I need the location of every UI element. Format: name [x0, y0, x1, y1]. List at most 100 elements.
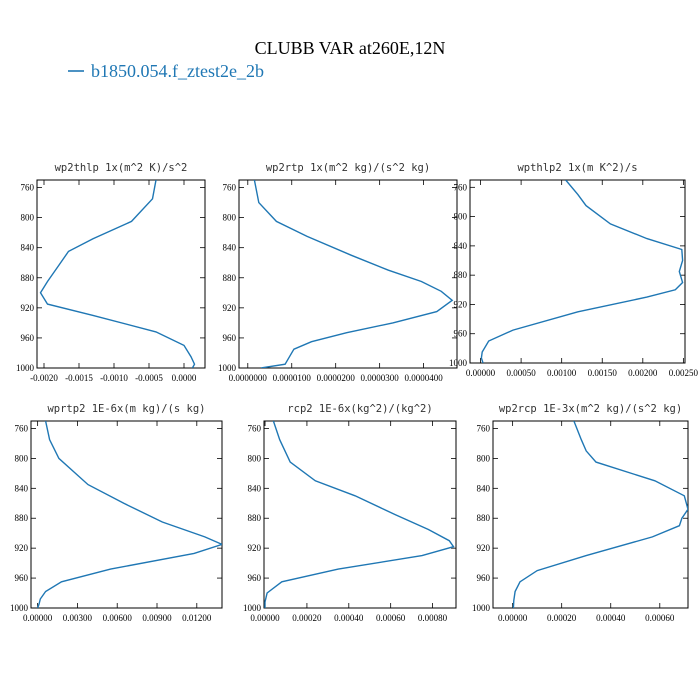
- y-tick-label: 960: [477, 573, 491, 583]
- y-tick-label: 880: [248, 513, 262, 523]
- chart-panel-4: wprtp2 1E-6x(m kg)/(s kg) 760 800 840 880 920…: [10, 403, 223, 623]
- x-tick-label: 0.00040: [334, 613, 364, 623]
- y-tick-label: 1000: [218, 363, 237, 373]
- x-tick-label: 0.00000: [466, 368, 496, 378]
- x-tick-label: -0.0015: [65, 373, 93, 383]
- x-tick-label: 0.00040: [596, 613, 626, 623]
- x-tick-label: 0.00000: [250, 613, 280, 623]
- x-tick-label: 0.00250: [669, 368, 699, 378]
- y-tick-label: 760: [454, 182, 468, 192]
- y-tick-label: 1000: [10, 603, 29, 613]
- y-tick-label: 800: [477, 453, 491, 463]
- x-tick-label: 0.00100: [547, 368, 577, 378]
- y-tick-label: 760: [15, 423, 29, 433]
- y-tick-label: 800: [15, 453, 29, 463]
- x-tick-label: 0.0000400: [404, 373, 443, 383]
- legend-label: b1850.054.f_ztest2e_2b: [91, 61, 264, 81]
- y-tick-label: 840: [15, 483, 29, 493]
- series-line-1: [480, 180, 684, 363]
- x-tick-label: 0.0000000: [229, 373, 268, 383]
- y-tick-label: 920: [454, 299, 468, 309]
- y-tick-label: 920: [223, 303, 237, 313]
- y-tick-label: 1000: [472, 603, 491, 613]
- y-tick-label: 960: [454, 329, 468, 339]
- panel-title: wp2rcp 1E-3x(m^2 kg)/(s^2 kg): [499, 403, 682, 415]
- plot-frame: [36, 179, 206, 369]
- y-tick-label: 960: [15, 573, 29, 583]
- y-tick-label: 1000: [449, 358, 468, 368]
- chart-panel-3: wpthlp2 1x(m K^2)/s 760 800 840 880 920 960 100…: [449, 162, 699, 378]
- y-tick-label: 840: [477, 483, 491, 493]
- y-tick-label: 760: [223, 183, 237, 193]
- x-tick-label: 0.00050: [506, 368, 536, 378]
- y-tick-label: 840: [248, 483, 262, 493]
- x-tick-label: 0.00080: [418, 613, 448, 623]
- y-tick-label: 960: [21, 333, 35, 343]
- y-tick-label: 880: [454, 270, 468, 280]
- plot-frame: [469, 179, 686, 364]
- chart-panels: wp2thlp 1x(m^2 K)/s^2 760 800 840 880 920 960 1…: [10, 162, 699, 623]
- x-tick-label: 0.0000300: [361, 373, 400, 383]
- panel-title: wpthlp2 1x(m K^2)/s: [517, 162, 637, 174]
- x-tick-label: 0.00000: [498, 613, 528, 623]
- plot-frame: [238, 179, 458, 369]
- plot-frame: [263, 420, 457, 609]
- plot-frame: [30, 420, 223, 609]
- series-line-1: [39, 180, 196, 368]
- panel-title: wprtp2 1E-6x(m kg)/(s kg): [47, 403, 205, 415]
- y-tick-label: 800: [454, 212, 468, 222]
- x-tick-label: 0.00900: [142, 613, 172, 623]
- series-line-1: [512, 421, 688, 608]
- y-tick-label: 960: [223, 333, 237, 343]
- x-tick-label: 0.00020: [292, 613, 322, 623]
- panel-title: wp2thlp 1x(m^2 K)/s^2: [55, 162, 188, 174]
- x-tick-label: 0.0000200: [317, 373, 356, 383]
- x-tick-label: 0.00060: [376, 613, 406, 623]
- y-tick-label: 760: [248, 423, 262, 433]
- x-tick-label: 0.01200: [182, 613, 212, 623]
- x-tick-label: 0.00200: [628, 368, 658, 378]
- chart-panel-5: rcp2 1E-6x(kg^2)/(kg^2) 760 800 840 880 920 96…: [243, 403, 457, 623]
- x-tick-label: 0.00020: [547, 613, 577, 623]
- y-tick-label: 960: [248, 573, 262, 583]
- y-tick-label: 800: [21, 213, 35, 223]
- y-tick-label: 800: [223, 213, 237, 223]
- panel-title: wp2rtp 1x(m^2 kg)/(s^2 kg): [266, 162, 430, 174]
- plot-frame: [492, 420, 689, 609]
- figure-title: CLUBB VAR at260E,12N: [255, 38, 446, 58]
- x-tick-label: 0.00600: [103, 613, 133, 623]
- x-tick-label: -0.0005: [135, 373, 163, 383]
- x-tick-label: 0.00150: [588, 368, 618, 378]
- panel-title: rcp2 1E-6x(kg^2)/(kg^2): [287, 403, 432, 415]
- series-line-1: [253, 180, 454, 368]
- chart-panel-6: wp2rcp 1E-3x(m^2 kg)/(s^2 kg) 760 800 840 88…: [472, 403, 689, 623]
- series-line-1: [264, 421, 455, 608]
- y-tick-label: 1000: [243, 603, 262, 613]
- y-tick-label: 840: [223, 243, 237, 253]
- y-tick-label: 880: [477, 513, 491, 523]
- y-tick-label: 880: [15, 513, 29, 523]
- y-tick-label: 760: [477, 423, 491, 433]
- chart-panel-1: wp2thlp 1x(m^2 K)/s^2 760 800 840 880 920 960 1…: [16, 162, 206, 383]
- y-tick-label: 920: [21, 303, 35, 313]
- y-tick-label: 840: [454, 241, 468, 251]
- y-tick-label: 760: [21, 183, 35, 193]
- x-tick-label: 0.0000100: [273, 373, 312, 383]
- y-tick-label: 920: [477, 543, 491, 553]
- y-tick-label: 800: [248, 453, 262, 463]
- x-tick-label: 0.00060: [645, 613, 675, 623]
- x-tick-label: -0.0020: [30, 373, 58, 383]
- series-line-1: [36, 421, 222, 608]
- x-tick-label: -0.0010: [100, 373, 128, 383]
- y-tick-label: 920: [15, 543, 29, 553]
- y-tick-label: 880: [223, 273, 237, 283]
- y-tick-label: 840: [21, 243, 35, 253]
- y-tick-label: 880: [21, 273, 35, 283]
- y-tick-label: 920: [248, 543, 262, 553]
- x-tick-label: 0.00000: [23, 613, 53, 623]
- chart-panel-2: wp2rtp 1x(m^2 kg)/(s^2 kg) 760 800 840 880 92…: [218, 162, 458, 383]
- x-tick-label: 0.0000: [172, 373, 197, 383]
- y-tick-label: 1000: [16, 363, 35, 373]
- x-tick-label: 0.00300: [63, 613, 93, 623]
